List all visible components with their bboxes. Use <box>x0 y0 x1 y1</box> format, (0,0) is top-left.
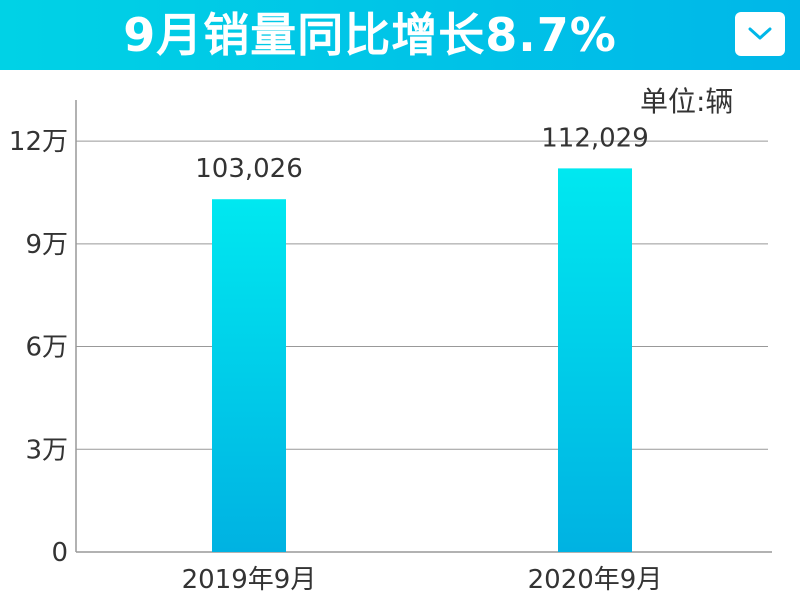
bars: 103,026 2019年9月 112,029 2020年9月 <box>182 123 663 595</box>
chevron-down-icon <box>748 27 772 40</box>
data-label: 103,026 <box>195 154 303 184</box>
title-banner: 9月销量同比增长8.7% <box>0 0 800 70</box>
expand-button[interactable] <box>735 12 785 56</box>
data-label: 112,029 <box>541 123 649 153</box>
page-title: 9月销量同比增长8.7% <box>123 8 617 62</box>
y-tick-label: 3万 <box>25 435 68 465</box>
bar <box>212 199 286 553</box>
x-tick-label: 2020年9月 <box>528 565 663 595</box>
unit-label: 单位:辆 <box>640 85 734 118</box>
y-tick-labels: 0 3万 6万 9万 12万 <box>9 127 68 568</box>
gridlines <box>76 140 768 450</box>
y-tick-label: 12万 <box>9 127 68 157</box>
y-tick-label: 6万 <box>25 333 68 363</box>
y-tick-label: 9万 <box>25 230 68 260</box>
y-tick-label: 0 <box>51 538 68 568</box>
bar <box>558 168 632 552</box>
x-tick-label: 2019年9月 <box>182 565 317 595</box>
